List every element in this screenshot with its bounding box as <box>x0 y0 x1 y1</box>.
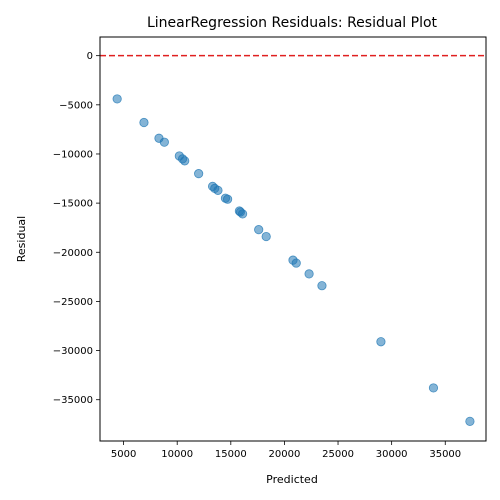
x-axis: 5000 10000 15000 20000 25000 30000 35000 <box>111 441 461 460</box>
x-tick-label: 25000 <box>322 449 354 460</box>
y-tick-label: −20000 <box>53 248 93 259</box>
y-tick-label: 0 <box>87 51 93 62</box>
plot-frame <box>99 36 487 442</box>
x-tick-label: 35000 <box>429 449 461 460</box>
plot-area <box>100 54 486 426</box>
scatter-point <box>376 337 386 347</box>
scatter-point <box>254 225 264 235</box>
scatter-point <box>304 269 314 279</box>
y-tick-label: −5000 <box>59 100 93 111</box>
scatter-point <box>317 281 327 291</box>
scatter-point <box>180 156 190 166</box>
y-axis-label: Residual <box>15 216 28 262</box>
scatter-point <box>213 185 223 195</box>
x-tick-label: 30000 <box>376 449 408 460</box>
scatter-point <box>238 209 248 219</box>
scatter-point <box>112 94 122 104</box>
x-tick-label: 15000 <box>215 449 247 460</box>
scatter-point <box>194 169 204 179</box>
scatter-point <box>428 383 439 393</box>
scatter-point <box>261 231 271 242</box>
y-tick-label: −35000 <box>53 395 93 406</box>
x-tick-label: 10000 <box>161 449 193 460</box>
x-tick-label: 20000 <box>269 449 301 460</box>
scatter-point <box>139 117 149 128</box>
x-axis-label: Predicted <box>266 473 318 486</box>
scatter-point <box>159 137 169 147</box>
y-axis: 0 −5000 −10000 −15000 −20000 −25000 −30000 −350… <box>53 51 100 406</box>
chart-title: LinearRegression Residuals: Residual Plo… <box>147 15 438 31</box>
y-tick-label: −10000 <box>53 149 93 160</box>
y-tick-label: −30000 <box>53 346 93 357</box>
scatter-point <box>465 416 475 426</box>
y-tick-label: −25000 <box>53 297 93 308</box>
y-tick-label: −15000 <box>53 199 93 210</box>
x-tick-label: 5000 <box>111 449 136 460</box>
scatter-point <box>222 194 233 204</box>
scatter-point <box>291 258 301 268</box>
